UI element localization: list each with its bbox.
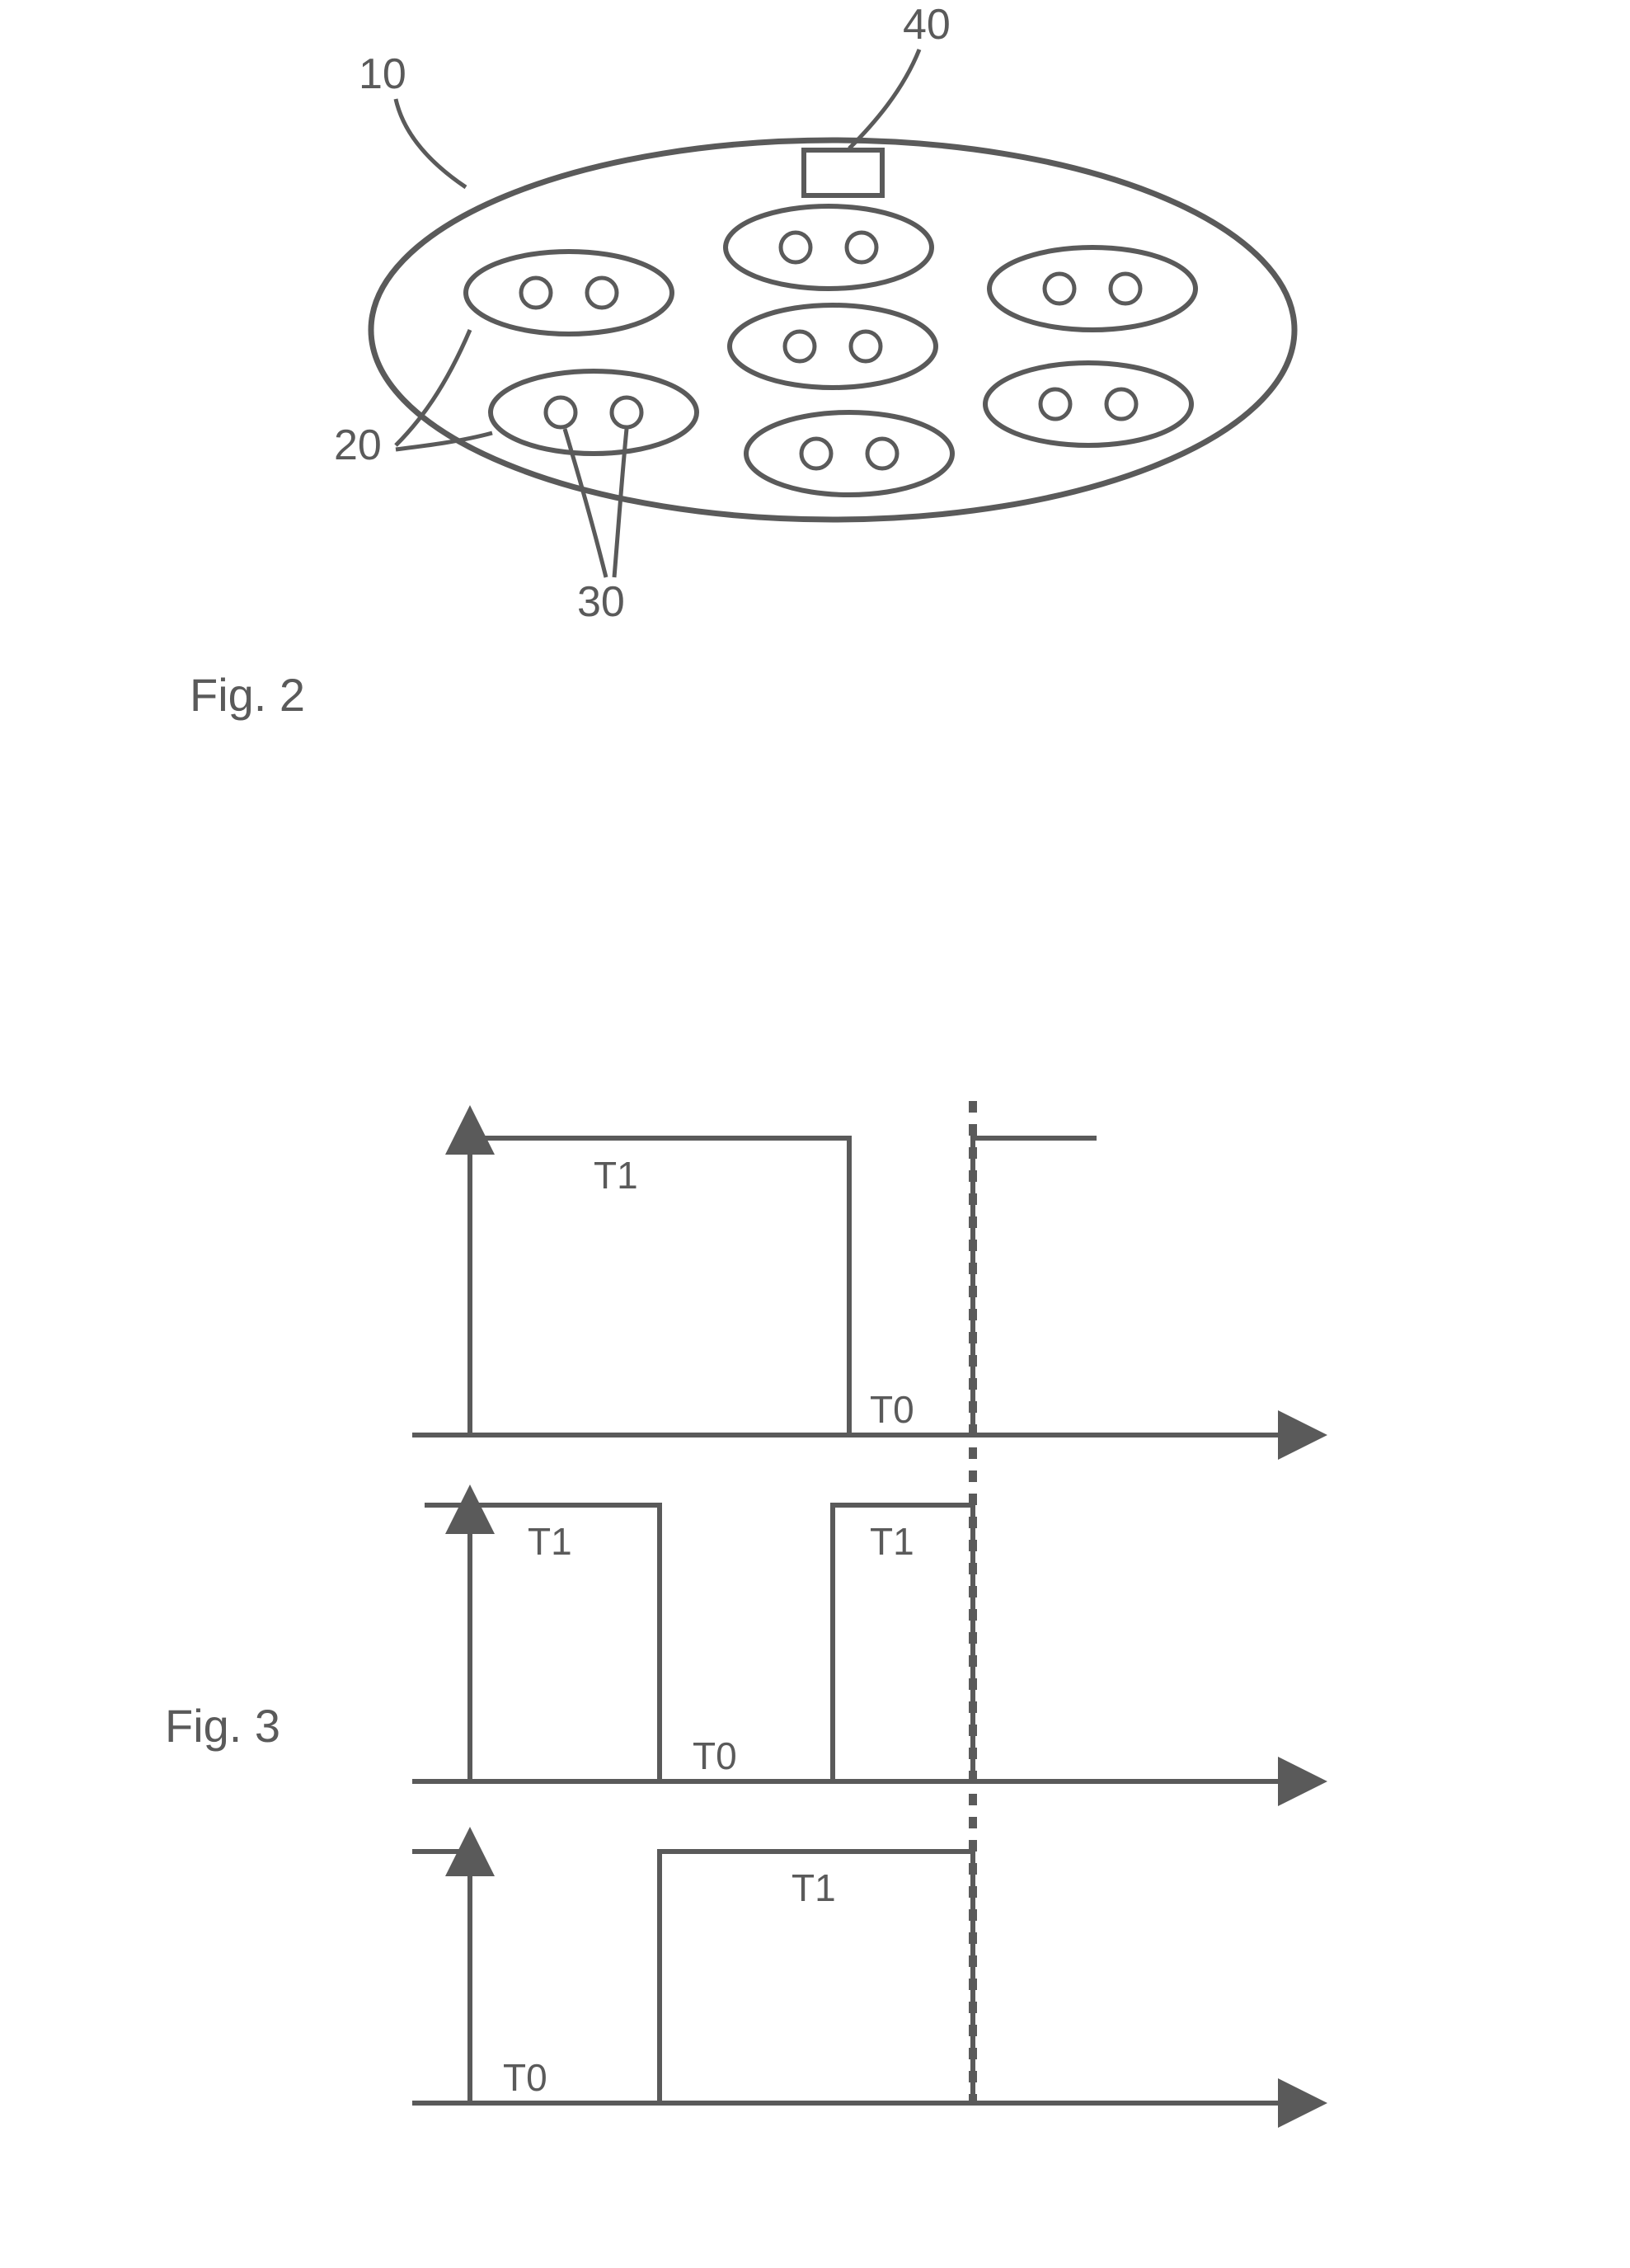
figure-3-caption: Fig. 3: [165, 1699, 280, 1753]
plot2-T0: T0: [693, 1734, 737, 1778]
plot2-T1a: T1: [528, 1519, 572, 1564]
module: [726, 206, 932, 289]
module: [746, 412, 952, 495]
module: [989, 247, 1195, 330]
plot1-T1: T1: [594, 1153, 638, 1198]
node-circle-b: [612, 398, 641, 427]
leader-10: [396, 99, 466, 187]
plot2-T1b: T1: [870, 1519, 914, 1564]
ref-label-10: 10: [359, 49, 406, 99]
module: [730, 305, 936, 388]
ref-label-20: 20: [334, 421, 382, 470]
plot-1: [412, 1113, 1319, 1435]
leader-40: [849, 49, 919, 148]
figure-2-caption: Fig. 2: [190, 668, 305, 722]
figure-2-svg: [0, 0, 1630, 742]
module: [491, 371, 697, 454]
plot-3: [412, 1835, 1319, 2103]
plot3-T0: T0: [503, 2055, 547, 2100]
module: [466, 252, 672, 334]
figure-3-svg: [0, 1031, 1630, 2268]
plot1-T0: T0: [870, 1387, 914, 1432]
plot3-T1: T1: [792, 1866, 836, 1910]
node-circle-a: [546, 398, 575, 427]
ref-label-40: 40: [903, 0, 951, 49]
controller-box: [804, 150, 882, 195]
module: [985, 363, 1191, 445]
ref-label-30: 30: [577, 577, 625, 627]
